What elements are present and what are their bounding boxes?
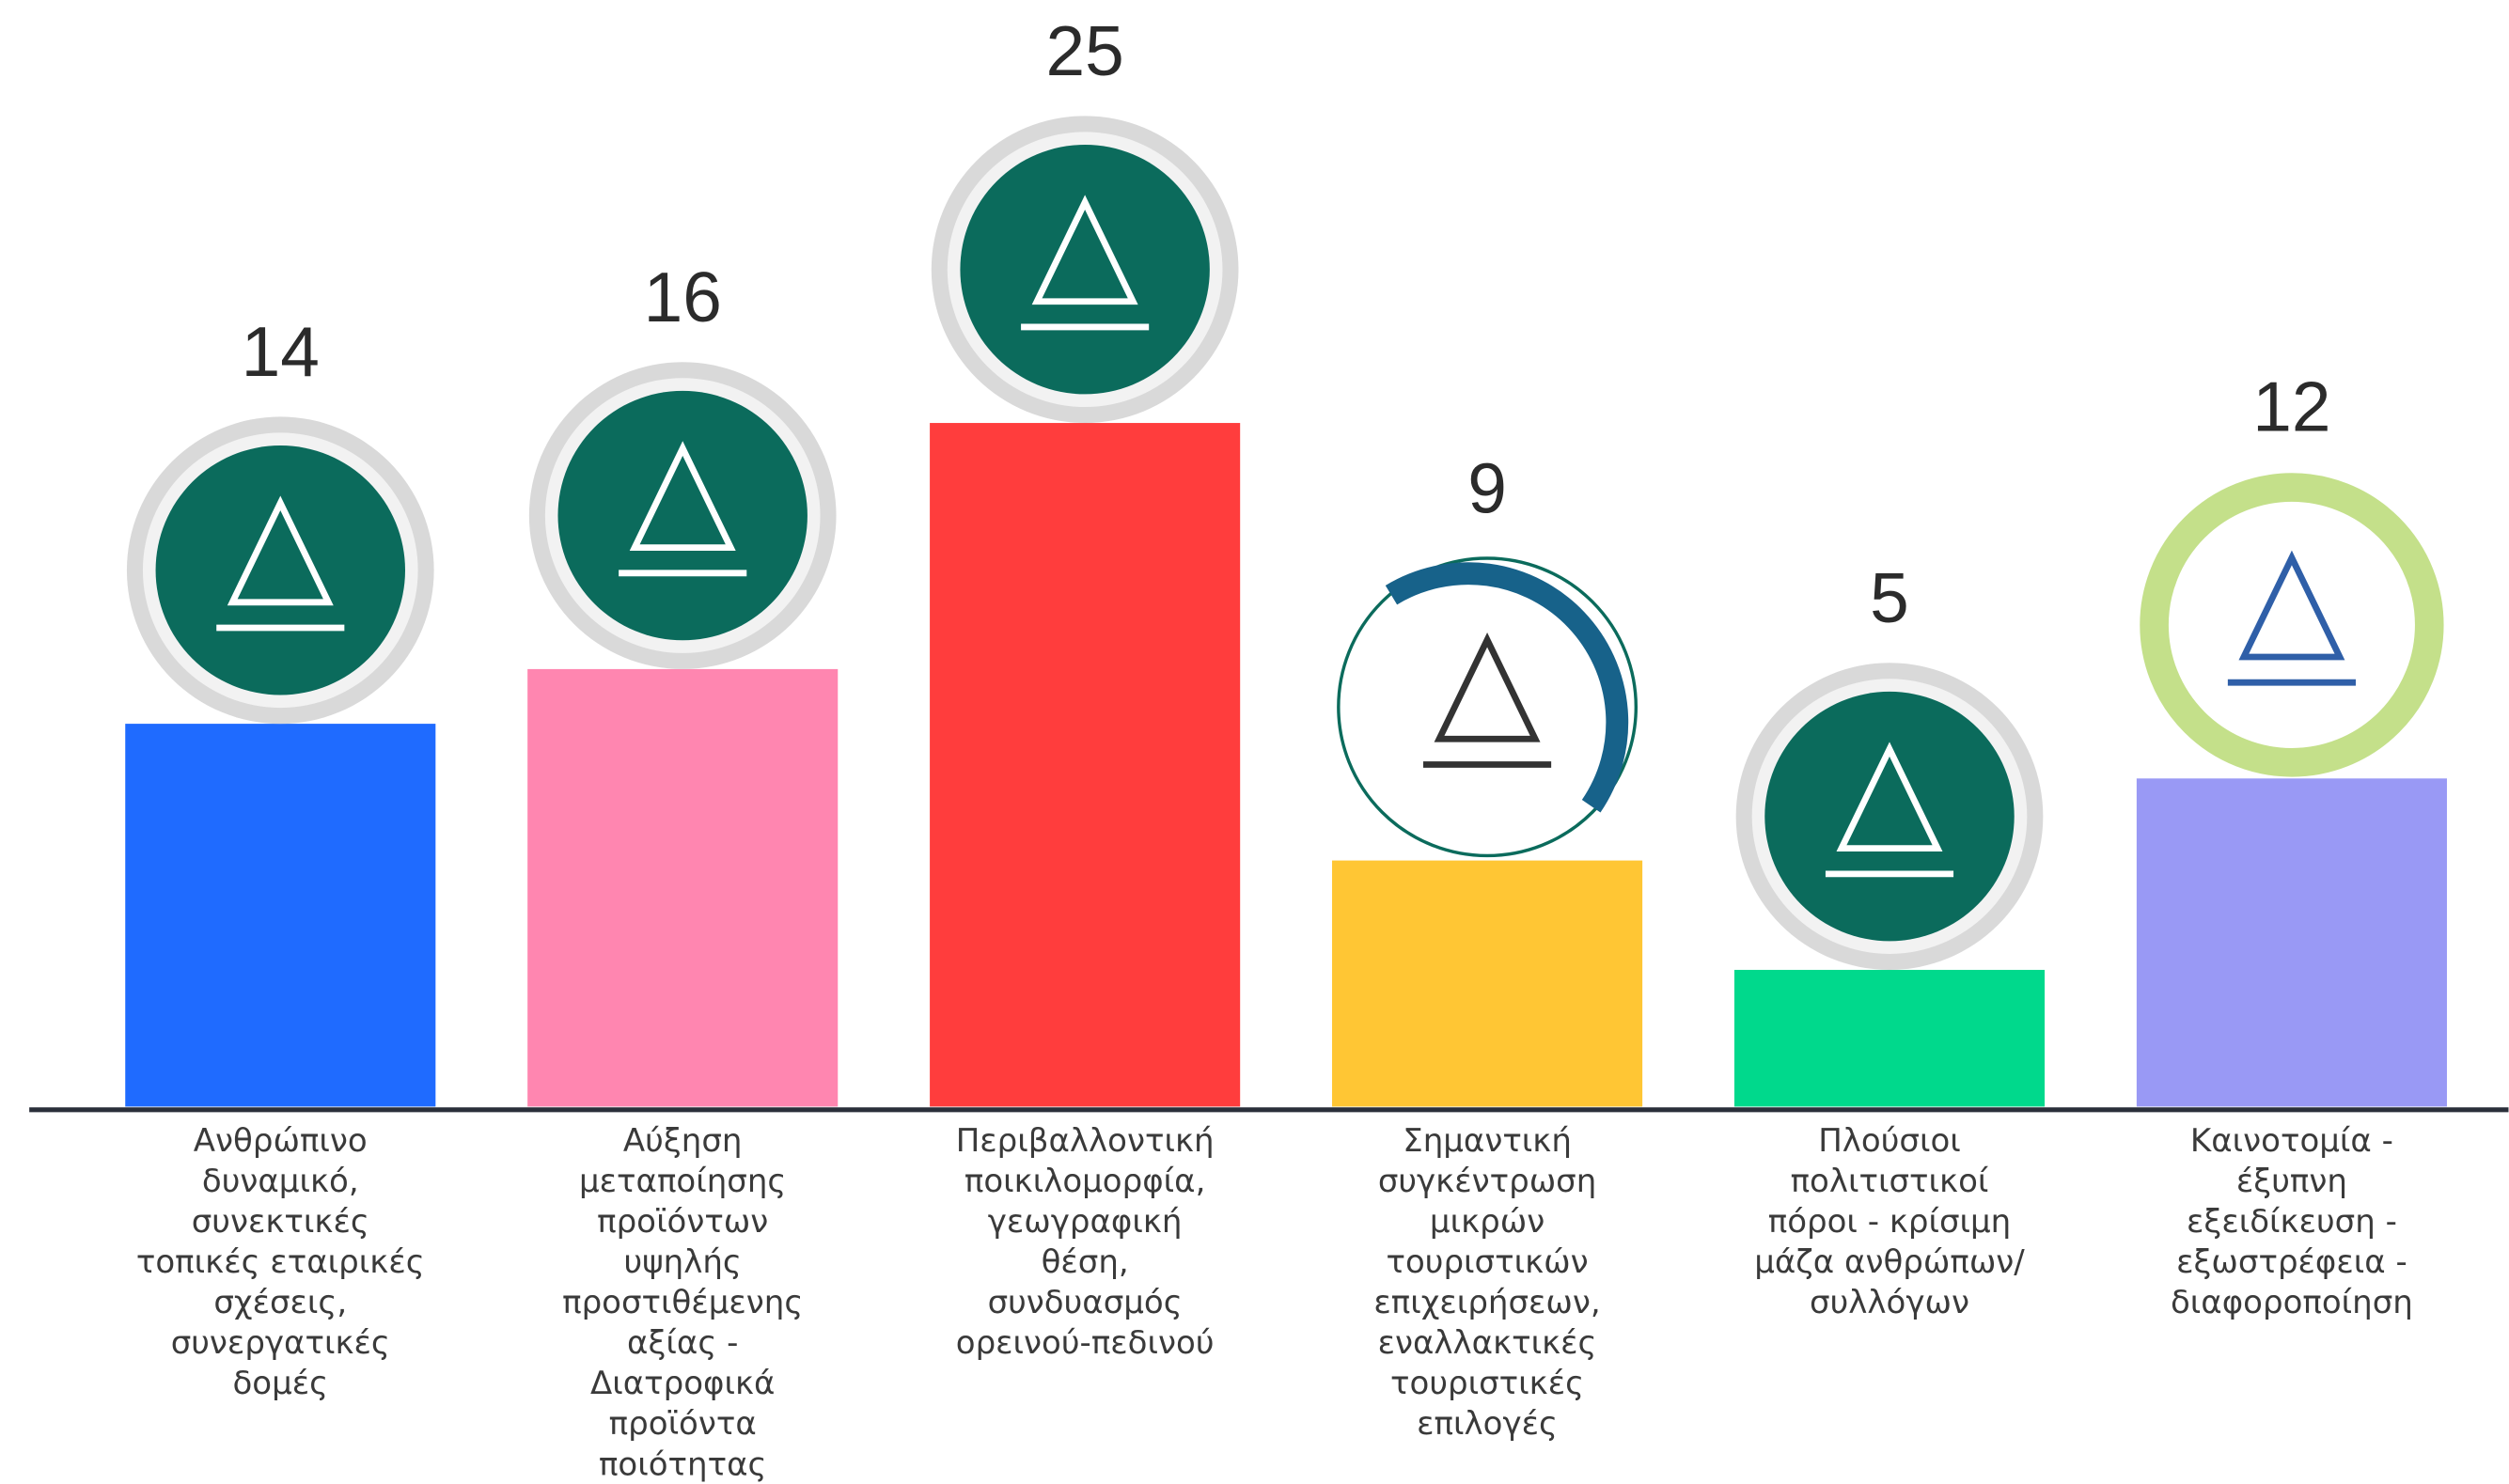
x-tick-label: Πλούσιοι πολιτιστικοί πόροι - κρίσιμη μάζα … [1754,1121,2025,1320]
icon-disc [155,445,405,695]
icon-disc [1337,556,1639,858]
x-tick-label: Σημαντική συγκέντρωση μικρών τουριστικών επι… [1373,1121,1600,1442]
icon-disc [557,390,808,641]
icon-glyph [1423,632,1552,768]
value-label: 16 [644,258,722,336]
icon-glyph [2227,550,2356,686]
icon-glyph [1021,195,1150,331]
value-label: 5 [1870,558,1909,637]
value-label: 25 [1045,11,1123,90]
bar [1332,860,1643,1107]
x-tick-label: Ανθρώπινο δυναμικό, συνεκτικές τοπικές εται… [136,1121,425,1401]
x-tick-label: Καινοτομία -έξυπνη εξειδίκευση -εξωστρέφε… [2171,1121,2413,1320]
bar [1733,969,2046,1107]
icon-ring [2140,473,2444,777]
icon-arc [1385,562,1629,813]
icon-glyph [216,495,345,632]
icon-disc [960,144,1210,395]
value-label: 9 [1467,449,1507,528]
bar [527,668,839,1107]
x-tick-label: Περιβαλλοντική ποικιλομορφία, γεωγραφική θέ… [956,1121,1215,1361]
icon-glyph [1825,742,1954,878]
icon-glyph [619,441,747,577]
bar [930,423,1241,1107]
icon-disc [1764,691,2015,942]
value-label: 12 [2252,367,2330,445]
bar [2136,778,2447,1107]
bar [125,724,436,1107]
x-tick-label: Αύξηση μεταποίησης προϊόντων υψηλής προστιθέ… [562,1121,803,1482]
value-label: 14 [242,312,320,391]
